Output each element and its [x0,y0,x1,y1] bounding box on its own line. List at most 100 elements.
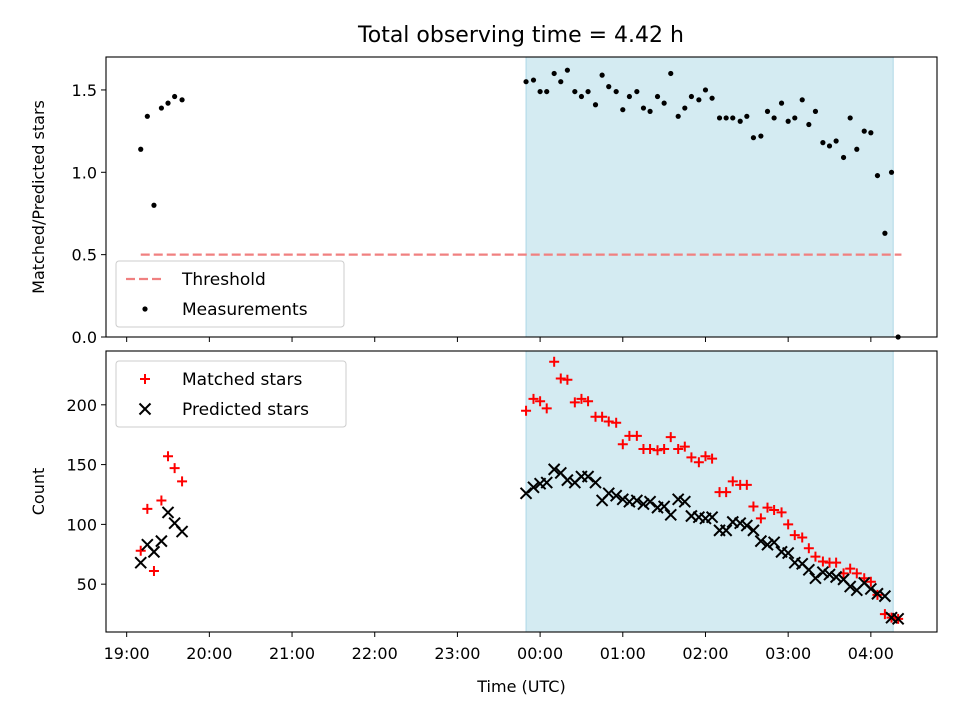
data-point [135,545,146,556]
data-point [643,495,657,508]
data-point [721,487,732,498]
data-point [755,513,766,524]
legend: Threshold Measurements [115,260,345,328]
data-point [812,108,819,114]
data-point [659,444,670,455]
y-tick-label: 0.5 [72,246,97,265]
data-point [764,108,771,114]
data-point [840,154,847,161]
data-point [611,417,622,428]
x-tick-label: 23:00 [434,644,480,663]
data-point [664,508,677,522]
data-point [148,566,159,577]
data-point [778,100,785,106]
data-point [761,538,774,551]
data-point [661,100,667,106]
x-tick-label: 03:00 [765,644,811,663]
data-point [864,582,878,596]
data-point [776,507,787,518]
data-point [555,373,566,384]
data-point [888,169,895,175]
y-tick-label: 50 [77,575,97,594]
data-point [675,113,681,119]
data-point [645,444,656,455]
axes-frame [105,56,938,338]
data-point [865,576,876,587]
data-point [620,107,626,113]
data-point [733,516,747,530]
legend-swatch [140,374,150,384]
data-point [716,115,723,121]
data-point [551,70,557,77]
legend-box [115,260,345,328]
data-point [156,495,167,506]
data-point [679,441,690,452]
data-point [527,481,540,494]
data-point [769,505,780,516]
data-point [833,138,839,144]
data-point [609,489,623,502]
data-point [861,128,867,134]
x-tick-label: 00:00 [517,644,563,663]
data-point [606,84,612,90]
data-point [678,495,692,508]
y-tick-label: 200 [66,396,97,415]
data-point [540,476,553,489]
data-point [562,374,573,385]
legend-swatch [142,306,148,312]
data-point [762,502,773,513]
data-point [688,93,695,100]
data-point [617,439,628,450]
data-point [165,100,171,106]
x-tick-label: 19:00 [104,644,150,663]
data-point [792,115,798,121]
data-point [561,473,574,487]
data-point [826,143,833,149]
data-point [592,102,599,108]
data-point [576,393,587,404]
series-matched-stars [135,356,904,624]
data-point [817,556,828,567]
data-point [537,88,543,95]
data-point [603,416,614,427]
data-point [843,580,857,593]
data-point [741,479,752,490]
data-point [585,88,591,95]
legend-label: Matched stars [182,370,302,390]
data-point [535,396,546,407]
data-point [155,534,168,548]
data-point [179,97,185,103]
data-point [172,93,178,100]
ratio-panel: 0.0 0.5 1.0 1.5 Matched/Predicted stars Thres… [29,56,938,347]
data-point [581,470,595,483]
legend: Matched stars Predicted stars [115,360,347,428]
data-point [569,397,580,408]
data-point [895,334,901,340]
data-point [177,476,188,487]
data-point [806,121,812,128]
data-point [747,524,760,537]
data-point [783,519,794,530]
data-point [175,525,189,538]
data-point [158,105,164,111]
data-point [771,115,777,121]
x-tick-label: 01:00 [600,644,646,663]
data-point [668,70,674,77]
data-point [541,403,552,414]
data-point [521,405,532,416]
data-point [530,77,537,83]
x-tick-label: 21:00 [269,644,315,663]
data-point [597,411,608,422]
data-point [797,532,808,543]
data-point [657,500,671,513]
y-tick-label: 100 [66,515,97,534]
data-point [599,72,605,78]
data-point [750,135,757,141]
y-tick-label: 150 [66,456,97,475]
data-point [740,519,754,532]
data-point [816,566,830,579]
y-tick-label: 1.0 [72,163,97,182]
x-tick-label: 02:00 [682,644,728,663]
legend-label: Threshold [181,270,266,290]
